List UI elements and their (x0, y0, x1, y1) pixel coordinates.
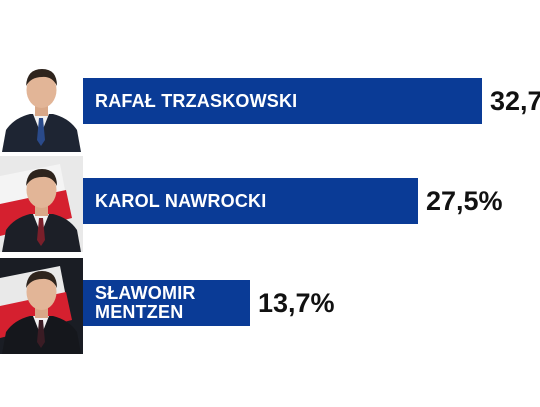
data-label: 32,7 (490, 85, 540, 116)
candidate-row: SŁAWOMIR MENTZEN 13,7% (0, 258, 540, 354)
candidate-name-label: KAROL NAWROCKI (95, 190, 267, 211)
candidate-name-label: SŁAWOMIR MENTZEN (95, 283, 196, 322)
candidate-row: KAROL NAWROCKI 27,5% (0, 156, 540, 252)
candidate-name-label: RAFAŁ TRZASKOWSKI (95, 90, 298, 111)
data-label: 27,5% (426, 185, 503, 216)
data-label: 13,7% (258, 287, 335, 318)
candidate-photo-mentzen (0, 258, 83, 354)
bar: KAROL NAWROCKI (83, 178, 418, 224)
candidate-photo-trzaskowski (0, 56, 83, 152)
bar: RAFAŁ TRZASKOWSKI (83, 78, 482, 124)
candidate-photo-nawrocki (0, 156, 83, 252)
bar: SŁAWOMIR MENTZEN (83, 280, 250, 326)
candidate-row: RAFAŁ TRZASKOWSKI 32,7 (0, 56, 540, 152)
